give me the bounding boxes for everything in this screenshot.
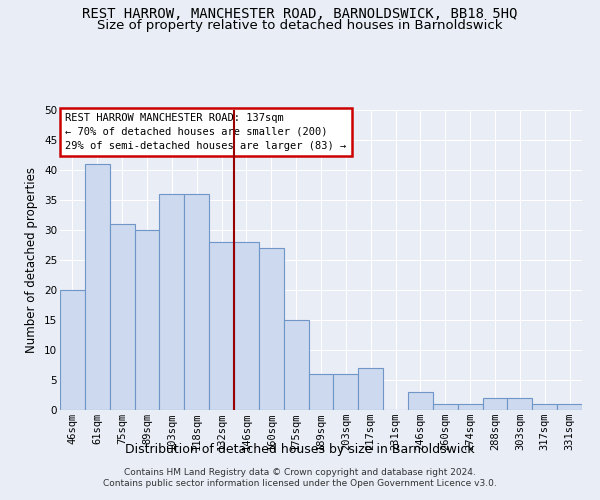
Text: REST HARROW, MANCHESTER ROAD, BARNOLDSWICK, BB18 5HQ: REST HARROW, MANCHESTER ROAD, BARNOLDSWI… xyxy=(82,8,518,22)
Bar xyxy=(110,224,134,410)
Bar xyxy=(85,164,110,410)
Bar xyxy=(209,242,234,410)
Bar xyxy=(358,368,383,410)
Text: REST HARROW MANCHESTER ROAD: 137sqm
← 70% of detached houses are smaller (200)
2: REST HARROW MANCHESTER ROAD: 137sqm ← 70… xyxy=(65,113,346,151)
Bar xyxy=(408,392,433,410)
Bar xyxy=(458,404,482,410)
Bar xyxy=(308,374,334,410)
Y-axis label: Number of detached properties: Number of detached properties xyxy=(25,167,38,353)
Text: Size of property relative to detached houses in Barnoldswick: Size of property relative to detached ho… xyxy=(97,18,503,32)
Bar xyxy=(160,194,184,410)
Bar xyxy=(532,404,557,410)
Bar xyxy=(284,320,308,410)
Bar xyxy=(433,404,458,410)
Bar xyxy=(508,398,532,410)
Text: Distribution of detached houses by size in Barnoldswick: Distribution of detached houses by size … xyxy=(125,442,475,456)
Bar xyxy=(60,290,85,410)
Text: Contains HM Land Registry data © Crown copyright and database right 2024.
Contai: Contains HM Land Registry data © Crown c… xyxy=(103,468,497,487)
Bar xyxy=(184,194,209,410)
Bar xyxy=(134,230,160,410)
Bar xyxy=(482,398,508,410)
Bar xyxy=(557,404,582,410)
Bar xyxy=(259,248,284,410)
Bar xyxy=(234,242,259,410)
Bar xyxy=(334,374,358,410)
